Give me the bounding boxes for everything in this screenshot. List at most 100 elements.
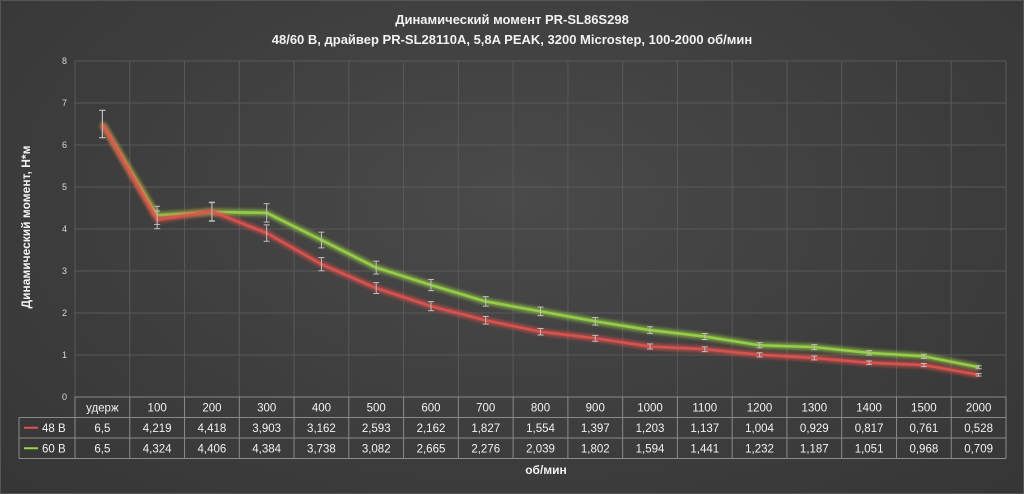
data-table-value: 2,665 [417, 443, 446, 455]
x-tick-label: 700 [476, 402, 495, 414]
error-bar [537, 306, 544, 317]
data-table-value: 3,903 [252, 423, 281, 435]
error-bar [592, 317, 599, 326]
x-tick-label: 1100 [692, 402, 717, 414]
y-tick-label: 0 [62, 392, 67, 402]
data-table-value: 2,593 [362, 423, 391, 435]
data-table-value: 0,968 [909, 443, 938, 455]
x-tick-label: удерж [86, 402, 119, 414]
x-tick-label: 300 [257, 402, 276, 414]
error-bar [154, 210, 161, 230]
error-bar [427, 301, 434, 312]
data-table-value: 4,324 [143, 443, 172, 455]
error-bar [263, 224, 270, 242]
x-tick-label: 800 [531, 402, 550, 414]
x-tick-label: 200 [202, 402, 221, 414]
error-bar [811, 344, 818, 351]
error-bar [318, 257, 325, 272]
series-line [101, 123, 979, 377]
error-bar [373, 260, 380, 275]
data-table-value: 1,137 [690, 423, 719, 435]
y-tick-label: 4 [62, 224, 67, 234]
error-bar [920, 362, 927, 368]
data-table-value: 2,162 [417, 423, 446, 435]
y-axis-title: Динамический момент, Н*м [19, 145, 33, 308]
data-table-value: 1,802 [581, 443, 610, 455]
x-tick-label: 2000 [966, 402, 992, 414]
error-bar [208, 201, 215, 222]
data-table-value: 0,817 [855, 423, 884, 435]
error-bar [975, 365, 982, 370]
chart-title: Динамический момент PR-SL86S298 [395, 12, 629, 27]
x-tick-label: 1000 [637, 402, 663, 414]
data-table-value: 1,594 [636, 443, 665, 455]
legend-label: 60 В [42, 443, 66, 455]
error-bar [756, 342, 763, 349]
y-tick-label: 7 [62, 98, 67, 108]
x-tick-label: 100 [148, 402, 167, 414]
error-bar [99, 109, 106, 139]
error-bar [701, 346, 708, 353]
data-table-value: 4,219 [143, 423, 172, 435]
data-table-value: 0,528 [964, 423, 993, 435]
error-bar [537, 327, 544, 336]
error-bar [920, 353, 927, 359]
error-bar [975, 373, 982, 377]
error-bar [263, 203, 270, 223]
error-bar [866, 360, 873, 365]
data-table-value: 0,761 [909, 423, 938, 435]
error-bar [811, 355, 818, 361]
error-bar [647, 326, 654, 334]
error-bar [647, 343, 654, 350]
error-bar [701, 332, 708, 341]
y-tick-label: 5 [62, 182, 67, 192]
error-bar [592, 334, 599, 342]
data-table-value: 3,738 [307, 443, 336, 455]
error-bar [318, 231, 325, 249]
data-table-value: 3,162 [307, 423, 336, 435]
x-tick-label: 1500 [911, 402, 937, 414]
x-tick-label: 1200 [747, 402, 773, 414]
data-table-value: 2,276 [471, 443, 500, 455]
error-bar [756, 352, 763, 358]
data-table-value: 1,827 [471, 423, 500, 435]
error-bar [427, 278, 434, 292]
error-bar [866, 350, 873, 356]
data-table-value: 1,004 [745, 423, 774, 435]
data-table-value: 6,5 [94, 423, 110, 435]
data-table-value: 2,039 [526, 443, 555, 455]
y-tick-label: 8 [62, 56, 67, 66]
data-table-value: 4,384 [252, 443, 281, 455]
data-table-value: 0,709 [964, 443, 993, 455]
data-table-value: 4,418 [198, 423, 227, 435]
data-table-value: 1,187 [800, 443, 829, 455]
error-bar [373, 282, 380, 295]
y-tick-label: 3 [62, 266, 67, 276]
data-table-value: 1,397 [581, 423, 610, 435]
data-table-value: 1,203 [636, 423, 665, 435]
error-bar [482, 315, 489, 325]
y-tick-label: 6 [62, 140, 67, 150]
y-tick-label: 1 [62, 350, 67, 360]
x-tick-label: 1400 [856, 402, 882, 414]
data-table-value: 1,441 [690, 443, 719, 455]
data-table-value: 1,051 [855, 443, 884, 455]
data-table-value: 4,406 [198, 443, 227, 455]
x-tick-label: 500 [367, 402, 386, 414]
data-table-value: 0,929 [800, 423, 829, 435]
data-table-value: 1,232 [745, 443, 774, 455]
x-tick-label: 1300 [802, 402, 828, 414]
data-table-value: 3,082 [362, 443, 391, 455]
error-bar [482, 296, 489, 307]
y-tick-label: 2 [62, 308, 67, 318]
chart-subtitle: 48/60 В, драйвер PR-SL28110A, 5,8A PEAK,… [271, 32, 753, 47]
x-tick-label: 400 [312, 402, 331, 414]
data-table-value: 1,554 [526, 423, 555, 435]
x-tick-label: 600 [421, 402, 440, 414]
x-axis-title: об/мин [525, 463, 567, 477]
legend-label: 48 В [42, 423, 66, 435]
data-table-value: 6,5 [94, 443, 110, 455]
x-tick-label: 900 [586, 402, 605, 414]
